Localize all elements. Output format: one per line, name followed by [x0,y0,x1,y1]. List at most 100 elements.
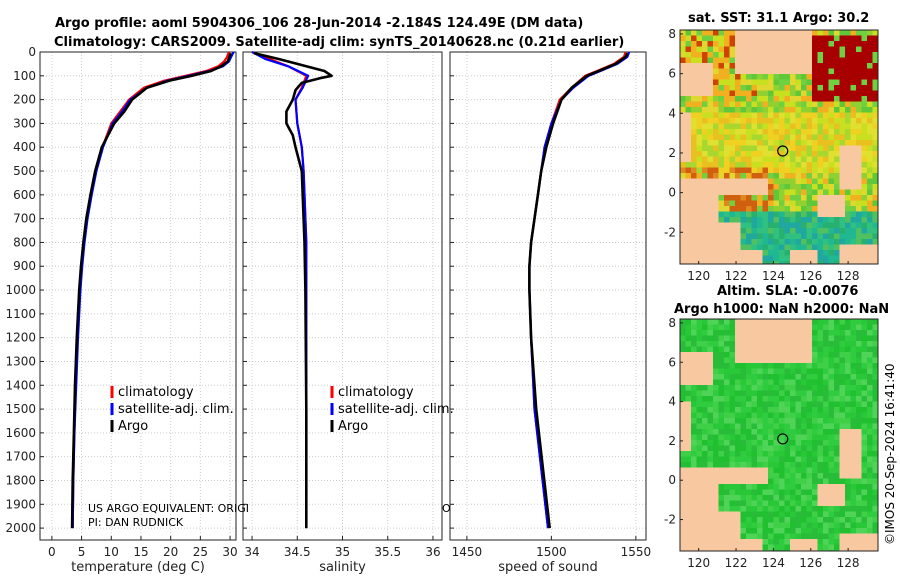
map-cell [823,250,829,256]
map-cell [790,189,796,196]
map-cell [691,140,697,146]
map-cell [795,434,802,441]
map-cell [757,423,763,430]
map-cell [806,385,813,391]
map-cell [812,429,818,435]
map-cell [872,195,879,201]
map-cell [713,324,719,331]
map-cell [795,500,802,507]
map-cell [861,96,868,102]
map-cell [707,456,714,463]
map-cell [839,478,846,485]
map-cell [751,57,758,64]
map-cell [757,456,763,463]
map-cell [773,68,780,75]
map-cell [768,473,774,479]
map-x-tick-label: 126 [799,556,822,570]
map-cell [724,319,730,325]
map-cell [696,330,703,336]
map-cell [784,233,791,240]
map-cell [845,484,851,490]
map-cell [817,90,824,97]
map-cell [784,445,791,452]
map-cell [718,462,725,468]
map-cell [784,52,791,58]
map-cell [834,145,840,152]
map-cell [691,396,697,402]
map-cell [685,484,692,490]
map-cell [757,145,763,152]
map-cell [856,261,862,265]
map-cell [713,140,719,146]
map-cell [773,250,780,256]
map-cell [685,368,692,375]
map-cell [735,357,741,364]
map-cell [839,445,846,452]
map-cell [823,484,829,490]
map-cell [757,41,763,47]
map-cell [861,140,868,146]
map-cell [795,118,802,124]
map-cell [707,528,714,534]
map-cell [817,35,824,42]
map-cell [861,473,868,479]
map-cell [724,363,730,369]
map-cell [801,30,807,36]
map-cell [806,156,813,163]
map-cell [768,211,774,218]
map-y-tick-label: 8 [668,316,676,330]
map-cell [839,239,846,245]
map-cell [823,63,829,69]
map-cell [790,407,796,413]
map-cell [718,195,725,201]
map-cell [768,129,774,135]
map-cell [845,41,851,47]
map-cell [823,506,829,512]
map-cell [685,145,692,152]
map-cell [729,129,736,135]
map-cell [839,330,846,336]
map-cell [779,239,785,245]
map-cell [757,335,763,342]
map-cell [834,41,840,47]
map-cell [806,506,813,512]
map-cell [856,385,862,391]
map-cell [806,379,813,386]
y-tick-label: 2000 [5,521,36,535]
x-axis-label: speed of sound [498,560,598,575]
map-cell [867,489,873,496]
map-cell [867,244,873,251]
map-cell [856,522,862,529]
map-cell [707,357,714,364]
map-cell [828,118,835,124]
map-cell [691,368,697,375]
map-cell [691,173,697,179]
map-cell [823,467,829,474]
map-cell [784,123,791,130]
map-cell [685,217,692,223]
map-cell [713,123,719,130]
map-cell [861,451,868,457]
map-cell [735,35,741,42]
map-cell [740,162,747,168]
map-cell [735,473,741,479]
map-cell [856,145,862,152]
map-cell [718,401,725,408]
map-cell [867,101,873,108]
map-cell [746,385,752,391]
map-cell [867,57,873,64]
map-cell [801,250,807,256]
map-cell [768,478,774,485]
map-cell [812,178,818,185]
map-cell [801,539,807,545]
map-cell [707,539,714,545]
map-cell [718,156,725,163]
map-cell [839,346,846,353]
map-cell [751,255,758,262]
map-cell [828,462,835,468]
map-cell [790,90,796,97]
map-cell [817,418,824,424]
map-cell [702,429,708,435]
map-cell [757,206,763,212]
map-cell [856,178,862,185]
